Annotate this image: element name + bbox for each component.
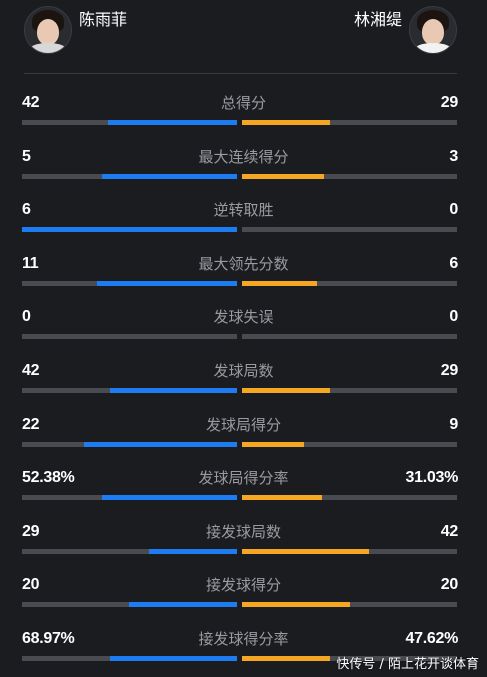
avatar-shirt	[414, 43, 452, 53]
stat-right-bar-fill	[242, 548, 369, 554]
stat-row: 42 总得分 29	[0, 92, 487, 132]
stat-right-value: 6	[449, 254, 458, 272]
stat-label: 最大领先分数	[198, 254, 289, 273]
stat-label: 总得分	[220, 94, 266, 112]
stat-left-bar-track	[22, 120, 237, 125]
stat-label: 逆转取胜	[213, 201, 274, 220]
stat-right-bar-track	[242, 173, 457, 179]
stat-label: 接发球得分	[205, 576, 281, 595]
stat-right-bar-fill	[242, 441, 304, 447]
stat-row: 5 最大连续得分 3	[0, 146, 487, 186]
stat-right-bar-fill	[242, 280, 317, 286]
stat-left-bar-track	[22, 280, 237, 286]
stat-left-value: 0	[22, 308, 31, 326]
stat-left-bar-track	[22, 656, 237, 661]
stat-left-value: 42	[22, 362, 40, 379]
stat-right-bar-track	[242, 495, 457, 501]
stat-left-bar-fill	[102, 495, 237, 501]
player-right-avatar[interactable]	[409, 6, 457, 54]
stat-left-value: 29	[22, 522, 40, 540]
stat-right-bar-fill	[242, 120, 330, 125]
stat-right-value: 3	[449, 147, 458, 165]
stat-right-bar-track	[242, 602, 457, 608]
stat-label: 发球局数	[213, 362, 274, 380]
stat-right-value: 47.62%	[405, 630, 459, 647]
stat-left-bar-fill	[129, 602, 237, 608]
stat-right-bar-track	[242, 120, 457, 125]
header-divider	[24, 73, 457, 74]
stat-left-value: 22	[22, 415, 40, 433]
stat-right-value: 29	[440, 94, 459, 111]
avatar-shirt	[29, 43, 67, 53]
stat-right-bar-fill	[242, 656, 330, 661]
stat-right-bar-fill	[242, 495, 322, 501]
avatar-face	[37, 19, 59, 45]
stat-row: 11 最大领先分数 6	[0, 253, 487, 293]
player-right-name: 林湘缇	[353, 10, 402, 29]
stat-right-bar-fill	[242, 602, 350, 608]
stat-left-bar-track	[22, 388, 237, 393]
stat-right-bar-track	[242, 441, 457, 447]
stat-right-bar-track	[242, 227, 457, 233]
stat-row: 29 接发球局数 42	[0, 521, 487, 561]
stat-right-bar-track	[242, 280, 457, 286]
stat-left-value: 20	[22, 576, 40, 594]
stat-label: 接发球局数	[205, 522, 281, 541]
stat-left-bar-track	[22, 548, 237, 554]
stat-left-bar-fill	[110, 656, 237, 661]
stat-left-bar-track	[22, 334, 237, 340]
stat-right-value: 0	[449, 308, 458, 326]
stat-right-value: 20	[440, 576, 459, 594]
stat-left-bar-fill	[97, 280, 237, 286]
stat-left-bar-track	[22, 441, 237, 447]
stat-left-value: 52.38%	[22, 469, 75, 487]
stat-left-bar-track	[22, 227, 237, 233]
stat-left-bar-track	[22, 173, 237, 179]
stat-left-bar-track	[22, 602, 237, 608]
stat-label: 发球失误	[213, 308, 274, 327]
stat-row: 0 发球失误 0	[0, 306, 487, 346]
stat-row: 6 逆转取胜 0	[0, 199, 487, 239]
player-left-avatar[interactable]	[24, 6, 72, 54]
stat-right-value: 29	[440, 362, 459, 379]
stat-right-bar-track	[242, 656, 457, 661]
stat-left-bar-track	[22, 495, 237, 501]
stat-label: 发球局得分	[205, 415, 281, 434]
avatar-face	[422, 19, 444, 45]
stat-left-value: 42	[22, 94, 40, 111]
stat-left-bar-fill	[102, 173, 237, 179]
stat-row: 22 发球局得分 9	[0, 414, 487, 454]
stat-right-value: 0	[449, 201, 458, 219]
watermark: 快传号 / 陌上花开谈体育	[336, 657, 479, 672]
stat-right-bar-track	[242, 334, 457, 340]
stat-row: 52.38% 发球局得分率 31.03%	[0, 467, 487, 507]
stat-label: 最大连续得分	[198, 147, 289, 166]
stat-row: 20 接发球得分 20	[0, 574, 487, 614]
stat-row: 68.97% 接发球得分率 47.62%	[0, 628, 487, 668]
stat-left-bar-fill	[108, 120, 237, 125]
stat-right-value: 9	[449, 415, 458, 433]
stat-left-value: 11	[22, 254, 39, 272]
stat-left-value: 6	[22, 201, 31, 219]
player-left-name: 陈雨菲	[79, 10, 128, 29]
stat-right-value: 31.03%	[405, 469, 459, 487]
stat-right-bar-fill	[242, 388, 330, 393]
stat-row: 42 发球局数 29	[0, 360, 487, 400]
match-header: 陈雨菲 林湘缇	[0, 0, 487, 60]
stat-right-bar-track	[242, 388, 457, 393]
stat-right-bar-track	[242, 548, 457, 554]
stat-left-bar-fill	[84, 441, 237, 447]
stat-label: 接发球得分率	[198, 630, 289, 648]
stat-left-bar-fill	[149, 548, 237, 554]
stat-left-bar-fill	[22, 227, 237, 233]
stat-label: 发球局得分率	[198, 469, 289, 488]
stat-right-bar-fill	[242, 173, 324, 179]
stat-left-value: 68.97%	[22, 630, 75, 647]
stat-left-bar-fill	[110, 388, 237, 393]
stat-left-value: 5	[22, 147, 31, 165]
stat-right-value: 42	[440, 522, 459, 540]
